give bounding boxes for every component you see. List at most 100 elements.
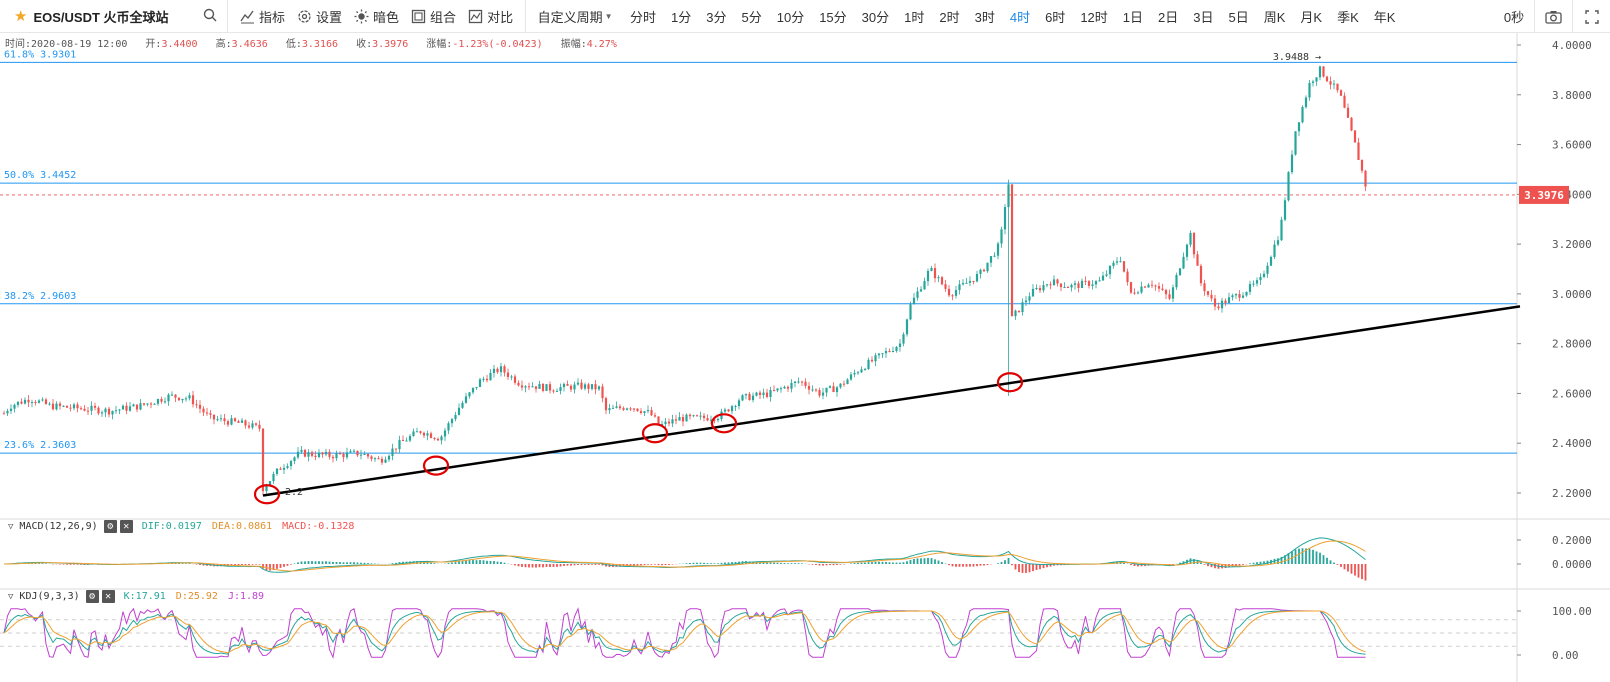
candle-body [807,385,811,390]
candle-body [118,409,121,411]
layout-label: 组合 [430,9,457,25]
candle-body [1283,200,1287,220]
candle-body [1301,107,1304,123]
candle-body [177,397,181,401]
candle-body [1280,219,1283,241]
candle-body [69,407,72,409]
candle-body [167,394,170,402]
ohlc-readout: 时间:2020-08-19 12:00 开:3.4400 高:3.4636 低:… [5,35,617,50]
dark-mode-button[interactable]: 暗色 [348,0,405,33]
star-icon[interactable]: ★ [14,8,28,25]
candle-body [692,415,695,417]
chevron-down-icon[interactable]: ▽ [8,591,14,602]
candle-body [1010,184,1014,317]
candle-body [1059,283,1063,288]
period-7[interactable]: 1时 [904,9,925,25]
candle-body [1164,289,1168,295]
candle-body [352,450,356,452]
period-16[interactable]: 5日 [1228,9,1249,25]
candle-body [849,374,853,380]
fullscreen-button[interactable] [1572,0,1610,33]
close-icon[interactable]: ✕ [119,520,133,533]
candle-body [142,403,146,405]
gear-icon[interactable]: ⚙ [85,590,99,603]
candle-body [825,387,828,393]
settings-button[interactable]: 设置 [291,0,348,33]
candle-body [615,406,618,408]
dark-mode-label: 暗色 [373,9,400,25]
chart-area[interactable]: 4.0000 3.8000 3.6000 3.4000 3.2000 3.0000 2.80… [0,33,1610,682]
period-6[interactable]: 30分 [861,9,890,25]
period-17[interactable]: 周K [1263,9,1286,25]
candle-body [1147,284,1150,288]
candle-body [1262,273,1266,277]
price-tick-label: 4.0000 [1552,39,1592,52]
compare-button[interactable]: 对比 [462,0,519,33]
period-4[interactable]: 10分 [776,9,805,25]
price-chart[interactable]: 4.00003.80003.60003.40003.20003.00002.80… [0,33,1610,682]
candle-body [363,454,366,456]
candle-body [1122,261,1126,272]
candle-body [261,428,265,492]
period-20[interactable]: 年K [1373,9,1396,25]
close-icon[interactable]: ✕ [101,590,115,603]
period-10[interactable]: 4时 [1009,9,1031,25]
layout-button[interactable]: 组合 [405,0,462,33]
candle-body [1028,296,1031,301]
period-5[interactable]: 15分 [819,9,847,25]
symbol-selector[interactable]: ★ EOS/USDT 火币全球站 [0,0,228,33]
period-2[interactable]: 3分 [706,9,727,25]
period-15[interactable]: 3日 [1193,9,1214,25]
price-tick-label: 2.8000 [1552,338,1592,351]
period-9[interactable]: 3时 [974,9,995,25]
candle-body [930,268,933,271]
candle-body [727,409,730,412]
candle-body [93,405,97,408]
candle-body [671,419,674,424]
candle-body [573,384,576,390]
candle-body [1087,281,1091,286]
indicator-button[interactable]: 指标 [234,0,291,33]
candle-body [454,414,457,420]
candle-body [744,393,748,396]
candle-body [597,386,601,390]
candle-body [86,410,90,412]
period-3[interactable]: 5分 [741,9,762,25]
candle-body [1332,83,1336,85]
open-label: 开: [145,39,162,50]
gear-icon[interactable]: ⚙ [103,520,117,533]
candle-body [835,387,839,393]
period-0[interactable]: 分时 [630,9,657,25]
low-price-marker: 2.2 [285,487,303,498]
custom-period-dropdown[interactable]: 自定义周期 ▼ [530,0,622,33]
kdj-tick-label: 100.00 [1552,605,1592,618]
chevron-down-icon[interactable]: ▽ [8,521,14,532]
toolbar: ★ EOS/USDT 火币全球站 指标 设置 暗色 组合 对比 自定义周期 ▼ 分… [0,0,1610,33]
candle-body [1108,265,1112,275]
kdj-tick-label: 0.00 [1552,649,1579,662]
period-13[interactable]: 1日 [1122,9,1144,25]
period-18[interactable]: 月K [1300,9,1323,25]
search-icon[interactable] [203,8,217,22]
period-19[interactable]: 季K [1337,9,1359,25]
candle-body [520,385,524,388]
candle-body [604,398,608,411]
candle-body [289,461,293,467]
candle-body [618,406,622,409]
macd-dea: DEA:0.0861 [211,521,273,532]
period-1[interactable]: 1分 [671,9,692,25]
candle-body [457,407,461,415]
period-12[interactable]: 12时 [1080,9,1108,25]
candle-body [891,350,895,352]
screenshot-button[interactable] [1534,0,1572,33]
period-8[interactable]: 2时 [939,9,960,25]
candle-body [870,359,874,362]
candle-body [132,404,135,407]
candle-body [895,346,898,351]
candle-body [23,399,27,404]
period-11[interactable]: 6时 [1045,9,1066,25]
candle-body [1112,262,1115,266]
fullscreen-icon [1584,9,1599,24]
period-14[interactable]: 2日 [1158,9,1179,25]
candle-body [653,415,657,417]
